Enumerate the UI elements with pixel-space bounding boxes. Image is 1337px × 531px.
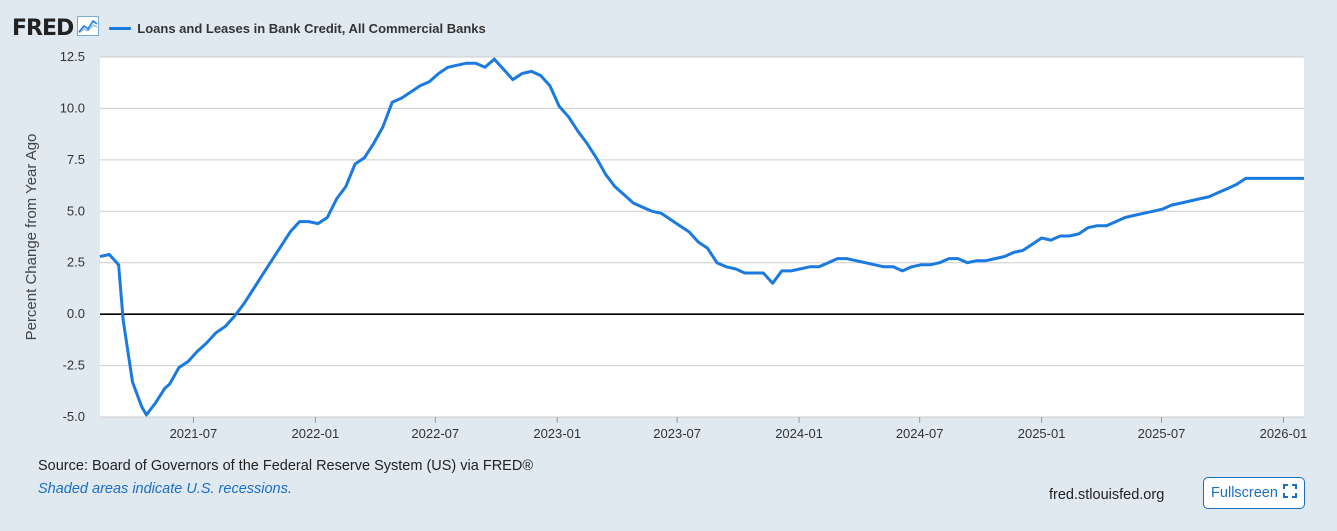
recession-note-link[interactable]: Shaded areas indicate U.S. recessions. — [38, 481, 292, 497]
fullscreen-label: Fullscreen — [1211, 485, 1278, 501]
y-tick-label: 0.0 — [67, 306, 85, 321]
x-tick-label: 2025-07 — [1138, 426, 1186, 441]
x-tick-label: 2025-01 — [1018, 426, 1066, 441]
fred-logo[interactable]: FRED — [12, 15, 74, 41]
line-graph-icon — [77, 15, 100, 41]
grid-layer — [100, 56, 1304, 418]
y-tick-labels: 12.5 10.0 7.5 5.0 2.5 0.0 -2.5 -5.0 — [60, 49, 85, 424]
expand-icon — [1282, 484, 1297, 502]
y-tick-label: 10.0 — [60, 100, 85, 115]
y-tick-label: -2.5 — [63, 358, 85, 373]
fullscreen-button[interactable]: Fullscreen — [1203, 477, 1305, 509]
y-tick-label: 2.5 — [67, 255, 85, 270]
x-tick-label: 2023-01 — [533, 426, 581, 441]
chart-header: FRED Loans and Leases in Bank Credit, Al… — [12, 14, 486, 42]
x-tick-label: 2022-07 — [411, 426, 459, 441]
x-tick-label: 2026-01 — [1260, 426, 1308, 441]
legend-item: Loans and Leases in Bank Credit, All Com… — [109, 20, 486, 36]
y-tick-label: 12.5 — [60, 49, 85, 64]
y-axis-label: Percent Change from Year Ago — [23, 134, 40, 341]
plot-area — [100, 57, 1304, 417]
source-text: Source: Board of Governors of the Federa… — [38, 458, 534, 474]
y-tick-label: 7.5 — [67, 152, 85, 167]
legend-swatch — [109, 26, 132, 30]
x-tick-label: 2024-01 — [775, 426, 823, 441]
legend-label: Loans and Leases in Bank Credit, All Com… — [137, 20, 486, 36]
x-tick-labels: 2021-07 2022-01 2022-07 2023-01 2023-07 2024-… — [170, 417, 1308, 441]
x-tick-label: 2023-07 — [653, 426, 701, 441]
site-url: fred.stlouisfed.org — [1049, 487, 1165, 503]
x-tick-label: 2021-07 — [170, 426, 218, 441]
y-tick-label: -5.0 — [63, 409, 85, 424]
series-line-loans-and-leases[interactable] — [99, 57, 1304, 417]
x-tick-label: 2022-01 — [291, 426, 339, 441]
x-tick-label: 2024-07 — [896, 426, 944, 441]
y-tick-label: 5.0 — [67, 203, 85, 218]
